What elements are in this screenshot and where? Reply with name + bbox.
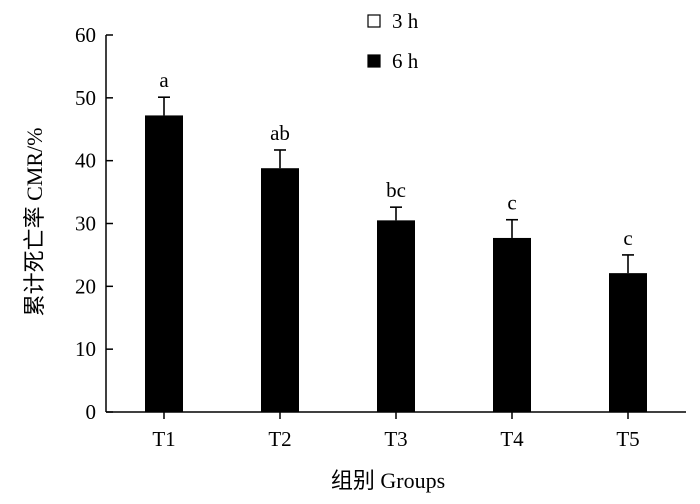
significance-label: ab <box>270 121 290 145</box>
bar-6h <box>609 273 647 412</box>
legend: 3 h 6 h <box>367 9 419 73</box>
legend-swatch <box>367 54 381 68</box>
x-tick-label: T1 <box>152 427 175 451</box>
y-axis-label: 累计死亡率 CMR/% <box>22 128 47 317</box>
x-tick-label: T4 <box>500 427 524 451</box>
y-tick-label: 20 <box>75 274 96 298</box>
y-tick-label: 60 <box>75 23 96 47</box>
x-axis-label: 组别 Groups <box>331 468 445 493</box>
bar-6h <box>145 115 183 412</box>
significance-label: c <box>507 191 516 215</box>
x-tick-label: T5 <box>616 427 639 451</box>
legend-swatch <box>367 14 381 28</box>
bars: a ab bc c c <box>145 68 647 412</box>
legend-label: 6 h <box>392 49 419 73</box>
x-tick-label: T2 <box>268 427 291 451</box>
significance-label: bc <box>386 178 406 202</box>
bar-6h <box>377 220 415 412</box>
x-tick-label: T3 <box>384 427 407 451</box>
y-tick-label: 50 <box>75 86 96 110</box>
bar-6h <box>261 168 299 412</box>
legend-label: 3 h <box>392 9 419 33</box>
bar-6h <box>493 237 531 412</box>
y-tick-label: 0 <box>86 400 97 424</box>
y-tick-label: 30 <box>75 212 96 236</box>
y-axis-ticks: 0 10 20 30 40 50 60 <box>75 23 113 424</box>
significance-label: c <box>623 226 632 250</box>
significance-label: a <box>159 68 169 92</box>
y-tick-label: 10 <box>75 337 96 361</box>
x-axis-ticks: T1 T2 T3 T4 T5 <box>152 412 640 451</box>
y-tick-label: 40 <box>75 149 96 173</box>
